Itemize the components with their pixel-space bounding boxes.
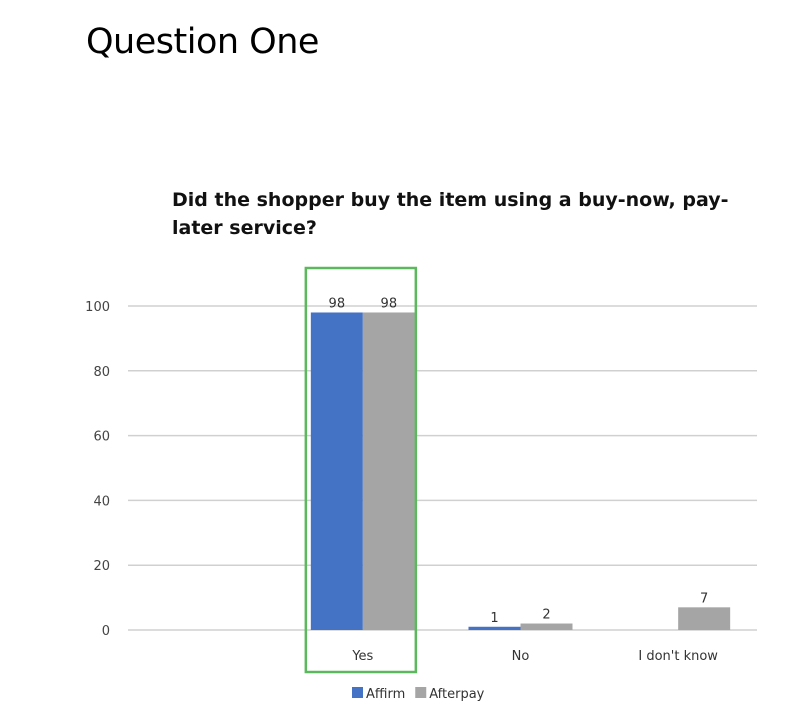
highlight-box — [304, 266, 418, 674]
page-heading: Question One — [86, 22, 319, 62]
bar-afterpay — [678, 607, 731, 630]
legend-label: Affirm — [366, 687, 405, 702]
data-label: 98 — [381, 296, 398, 311]
data-label: 2 — [542, 608, 550, 623]
bar-afterpay — [520, 623, 573, 630]
y-tick-label: 0 — [102, 624, 110, 639]
y-tick-label: 80 — [93, 365, 110, 380]
x-tick-label: Yes — [351, 649, 373, 664]
y-tick-label: 40 — [93, 494, 110, 509]
legend-swatch — [415, 687, 427, 698]
y-tick-label: 60 — [93, 430, 110, 445]
bar-affirm — [468, 626, 521, 630]
data-label: 1 — [490, 611, 498, 626]
data-label: 7 — [700, 591, 708, 606]
y-tick-label: 100 — [85, 300, 110, 315]
bar-affirm — [310, 312, 363, 630]
data-label: 98 — [329, 296, 346, 311]
chart-title: Did the shopper buy the item using a buy… — [172, 189, 729, 239]
legend-swatch — [352, 687, 363, 698]
x-tick-label: I don't know — [638, 649, 718, 664]
x-tick-label: No — [512, 649, 530, 664]
legend-label: Afterpay — [429, 687, 484, 702]
y-tick-label: 20 — [93, 559, 110, 574]
bar-afterpay — [362, 312, 415, 630]
